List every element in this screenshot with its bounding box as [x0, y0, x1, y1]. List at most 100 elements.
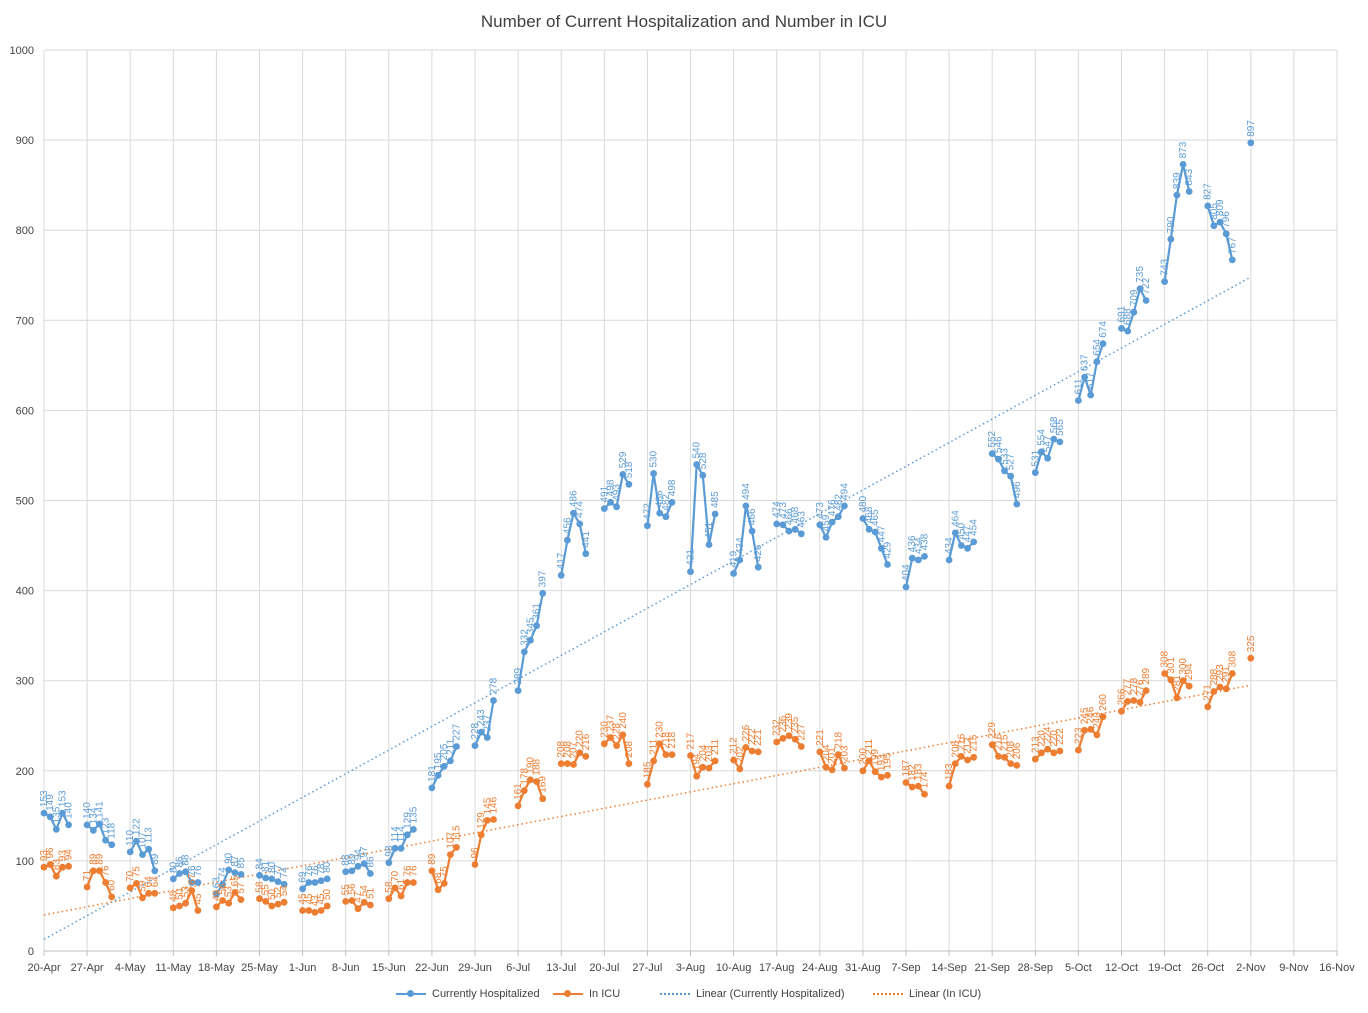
data-point-icu	[1001, 753, 1008, 761]
data-label-hospitalized: 493	[612, 484, 623, 501]
data-point-hospitalized	[785, 527, 793, 535]
data-point-hospitalized	[391, 844, 399, 852]
data-label-icu: 289	[1141, 667, 1152, 684]
data-label-hospitalized: 674	[1098, 321, 1109, 338]
x-tick-label: 9-Nov	[1279, 962, 1309, 974]
data-point-icu	[477, 831, 485, 839]
data-label-icu: 50	[267, 888, 278, 900]
data-point-icu	[52, 872, 60, 880]
data-point-icu	[403, 879, 411, 886]
data-label-icu: 58	[255, 881, 266, 893]
x-tick-label: 24-Aug	[802, 962, 837, 974]
data-point-icu	[533, 778, 540, 785]
data-label-icu: 43	[310, 895, 321, 907]
data-label-hospitalized: 80	[267, 861, 278, 873]
data-label-icu: 178	[519, 767, 530, 784]
data-label-hospitalized: 473	[778, 502, 789, 519]
data-point-icu	[219, 897, 227, 904]
data-label-icu: 185	[642, 761, 653, 778]
data-label-hospitalized: 472	[642, 503, 653, 520]
data-label-hospitalized: 123	[101, 817, 112, 834]
data-point-icu	[145, 889, 153, 897]
data-label-hospitalized: 86	[365, 856, 376, 868]
data-point-hospitalized	[434, 771, 442, 779]
data-point-icu	[490, 816, 497, 823]
data-label-hospitalized: 195	[433, 752, 444, 769]
data-point-hospitalized	[102, 836, 109, 844]
data-point-hospitalized	[754, 563, 762, 571]
data-label-icu: 240	[1092, 712, 1103, 729]
data-label-hospitalized: 94	[353, 849, 364, 861]
data-point-icu	[1087, 726, 1095, 733]
data-label-icu: 48	[168, 890, 179, 902]
data-point-hospitalized	[693, 461, 701, 468]
data-point-hospitalized	[366, 870, 374, 877]
data-point-hospitalized	[797, 530, 805, 538]
legend-item-currently-hospitalized: Currently Hospitalized	[396, 985, 540, 1003]
data-label-hospitalized: 434	[944, 537, 955, 554]
data-label-hospitalized: 637	[1080, 354, 1091, 371]
data-label-hospitalized: 486	[569, 490, 580, 507]
data-label-icu: 224	[1043, 726, 1054, 743]
data-label-hospitalized: 476	[827, 499, 838, 516]
data-point-hospitalized	[490, 697, 497, 704]
data-label-hospitalized: 611	[1073, 378, 1084, 394]
legend-label: Linear (Currently Hospitalized)	[696, 988, 845, 1000]
data-label-icu: 211	[864, 739, 875, 755]
data-point-icu	[360, 898, 368, 906]
data-label-icu: 93	[39, 850, 50, 862]
data-label-hospitalized: 494	[839, 483, 850, 500]
x-tick-label: 20-Jul	[589, 962, 619, 974]
data-label-hospitalized: 494	[741, 483, 752, 500]
data-point-hospitalized	[46, 813, 54, 821]
data-label-hospitalized: 767	[1227, 237, 1238, 254]
data-label-icu: 220	[1049, 730, 1060, 747]
data-point-icu	[348, 897, 356, 904]
data-point-hospitalized	[1185, 188, 1193, 195]
data-label-hospitalized: 617	[1086, 372, 1097, 389]
data-label-icu: 221	[753, 729, 764, 746]
data-point-hospitalized	[773, 520, 781, 528]
data-label-icu: 207	[569, 741, 580, 758]
data-label-icu: 220	[1037, 730, 1048, 747]
data-label-hospitalized: 454	[969, 519, 980, 536]
data-point-icu	[791, 735, 799, 743]
y-tick-label: 600	[16, 405, 34, 417]
data-label-icu: 59	[138, 880, 149, 892]
data-point-hospitalized	[1247, 139, 1255, 147]
data-point-icu	[1142, 687, 1150, 694]
data-label-hospitalized: 485	[710, 491, 721, 508]
data-label-icu: 208	[950, 740, 961, 757]
data-label-icu: 75	[131, 866, 142, 878]
data-label-icu: 161	[513, 783, 524, 800]
data-label-hospitalized: 122	[131, 818, 142, 835]
data-label-hospitalized: 77	[273, 864, 284, 876]
data-label-hospitalized: 149	[45, 794, 56, 811]
data-point-icu	[410, 879, 417, 886]
data-label-icu: 226	[741, 724, 752, 741]
data-label-icu: 52	[273, 887, 284, 899]
data-label-icu: 293	[1215, 664, 1226, 681]
data-point-icu	[834, 751, 842, 758]
data-point-hospitalized	[527, 636, 534, 644]
data-point-hospitalized	[256, 871, 263, 879]
data-label-hospitalized: 69	[298, 871, 309, 883]
data-label-icu: 71	[82, 869, 93, 881]
data-point-icu	[151, 889, 159, 897]
data-point-icu	[471, 861, 479, 868]
data-label-hospitalized: 76	[304, 865, 315, 877]
data-point-hospitalized	[859, 515, 867, 522]
data-label-icu: 230	[599, 721, 610, 738]
data-label-icu: 61	[396, 878, 407, 890]
data-point-hospitalized	[1124, 327, 1132, 335]
data-label-icu: 64	[150, 876, 161, 888]
data-label-hospitalized: 404	[901, 564, 912, 581]
data-label-icu: 107	[445, 831, 456, 848]
data-point-icu	[1136, 698, 1144, 706]
data-label-hospitalized: 474	[772, 501, 783, 518]
data-point-hospitalized	[274, 878, 282, 885]
data-label-icu: 240	[618, 712, 629, 729]
data-point-hospitalized	[1099, 340, 1107, 348]
data-label-hospitalized: 63	[211, 877, 222, 889]
